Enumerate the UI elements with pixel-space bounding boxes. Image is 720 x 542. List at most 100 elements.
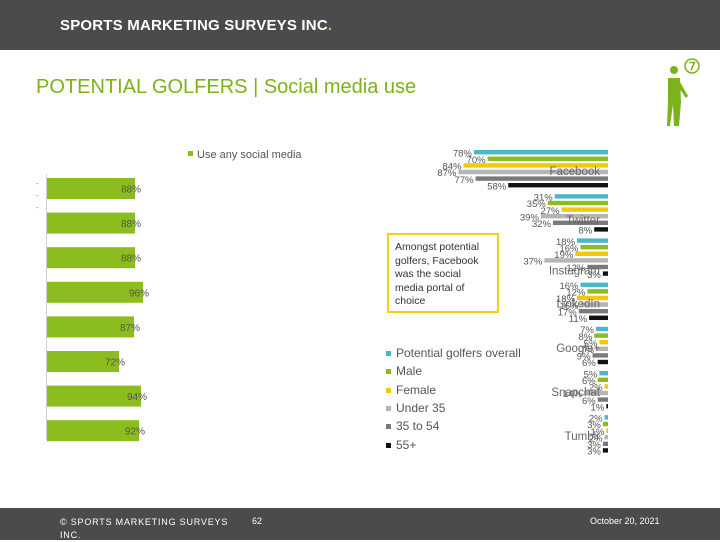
legend-swatch — [386, 405, 391, 411]
category-label: Google+ — [556, 343, 600, 355]
right-bar — [592, 353, 608, 358]
right-bar — [575, 251, 608, 256]
right-bar-value-label: 3% — [587, 420, 601, 431]
right-bar-value-label: 11% — [569, 314, 588, 325]
legend-label: Potential golfers overall — [396, 346, 521, 360]
right-bar — [597, 397, 608, 402]
brand-logo-text: SPORTS MARKETING SURVEYS INC. — [60, 17, 332, 34]
left-chart: Use any social media - - - 88%88%88%96%8… — [36, 149, 302, 442]
right-bar — [580, 302, 608, 307]
right-bar — [583, 390, 608, 396]
right-bar — [595, 346, 608, 351]
right-bar-value-label: 1% — [591, 427, 605, 438]
category-label: Snapchat — [551, 387, 600, 399]
right-bar — [554, 194, 608, 199]
legend-label: Female — [396, 382, 437, 397]
left-chart-legend: Use any social media — [188, 149, 302, 161]
brand-name: SPORTS MARKETING SURVEYS INC — [60, 17, 328, 34]
right-bar-value-label: 2% — [589, 414, 603, 425]
left-bar-value-label: 88% — [121, 254, 141, 265]
page-title: POTENTIAL GOLFERS | Social media use — [36, 76, 417, 98]
right-bar — [597, 377, 608, 382]
category-label: LinkedIn — [557, 299, 600, 311]
golfer-icon — [667, 58, 700, 126]
right-bar-value-label: 16% — [559, 301, 579, 312]
right-bar — [540, 214, 608, 219]
left-bar-value-label: 94% — [127, 392, 147, 403]
left-bar-value-label: 72% — [105, 358, 125, 369]
right-bar-value-label: 32% — [532, 219, 552, 230]
right-bar — [458, 169, 608, 175]
right-bar-value-label: 8% — [579, 332, 593, 343]
left-bar — [47, 351, 119, 372]
legend-label: Male — [396, 364, 423, 379]
category-label: Twitter — [566, 215, 600, 227]
right-bar-value-label: 84% — [443, 162, 463, 173]
right-bar-value-label: 58% — [487, 181, 507, 192]
right-bar — [580, 282, 608, 287]
right-bar-value-label: 77% — [455, 175, 475, 186]
right-bar-value-label: 35% — [527, 199, 547, 210]
right-bar — [463, 163, 608, 168]
category-label: Tumblr — [565, 431, 601, 443]
page-number: 62 — [252, 516, 263, 526]
right-bar-value-label: 16% — [559, 243, 579, 254]
left-bar — [47, 316, 134, 338]
left-bar — [47, 178, 135, 199]
right-bar-value-label: 3% — [587, 440, 601, 451]
right-bar-value-label: 14% — [563, 389, 583, 400]
right-bar — [587, 264, 608, 270]
right-bar-value-label: 6% — [582, 376, 596, 387]
left-bars: 88% 88% 88% 96% 87% 72% 94% 92% — [47, 178, 149, 442]
right-bar — [578, 309, 608, 314]
right-bar — [587, 289, 608, 294]
right-bar-value-label: 18% — [556, 294, 576, 305]
right-bar-value-label: 5% — [584, 338, 598, 349]
left-legend-label: Use any social media — [197, 149, 302, 161]
callout-box: Amongst potential golfers, Facebook was … — [387, 233, 499, 313]
right-bar-value-label: 37% — [523, 257, 543, 268]
right-bar-value-label: 5% — [584, 369, 598, 380]
left-bar-value-label: 88% — [121, 219, 141, 230]
right-bar — [604, 384, 608, 389]
left-bar — [47, 281, 143, 303]
right-bar — [475, 176, 608, 181]
right-bar-value-label: 16% — [559, 281, 579, 292]
right-bar-value-label: 7% — [580, 325, 594, 336]
left-bar — [47, 247, 135, 269]
right-bar — [599, 340, 608, 345]
right-bar — [595, 326, 608, 332]
right-bar-value-label: 12% — [566, 263, 586, 274]
right-bar — [594, 333, 608, 338]
right-bar — [597, 359, 608, 365]
left-axis-tick: - — [36, 203, 39, 212]
right-bar — [544, 258, 608, 263]
left-bar — [47, 420, 139, 442]
right-bar-value-label: 6% — [582, 396, 596, 407]
right-bar — [594, 227, 608, 232]
legend-label: 55+ — [396, 437, 417, 452]
legend-label: Under 35 — [396, 400, 446, 415]
footer-date: October 20, 2021 — [590, 516, 660, 526]
right-bar-value-label: 2% — [589, 433, 603, 444]
right-bar-value-label: 3% — [587, 270, 601, 281]
left-bar-value-label: 88% — [121, 185, 141, 196]
right-bar-value-label: 19% — [554, 250, 574, 261]
legend-swatch — [386, 351, 391, 356]
footer-bar: © SPORTS MARKETING SURVEYS INC. 62 Octob… — [0, 508, 720, 540]
right-bar — [599, 371, 608, 376]
right-bar-value-label: 31% — [534, 193, 554, 204]
category-label: Instagram — [549, 265, 600, 277]
right-bar — [602, 441, 608, 446]
right-bar — [602, 421, 608, 427]
footer-copyright: © SPORTS MARKETING SURVEYS INC. — [60, 517, 229, 540]
right-bar — [547, 200, 608, 206]
left-axis-tick: - — [36, 191, 39, 200]
right-bar — [473, 150, 608, 155]
right-bars: 78%70% 84%87%77% 58% Facebook 31%35%27%39%32… — [437, 148, 608, 458]
right-bar-value-label: 87% — [437, 168, 457, 179]
left-bar-value-label: 92% — [125, 427, 145, 438]
legend-swatch — [386, 424, 391, 430]
right-bar — [602, 271, 608, 276]
category-label: Facebook — [549, 166, 600, 178]
